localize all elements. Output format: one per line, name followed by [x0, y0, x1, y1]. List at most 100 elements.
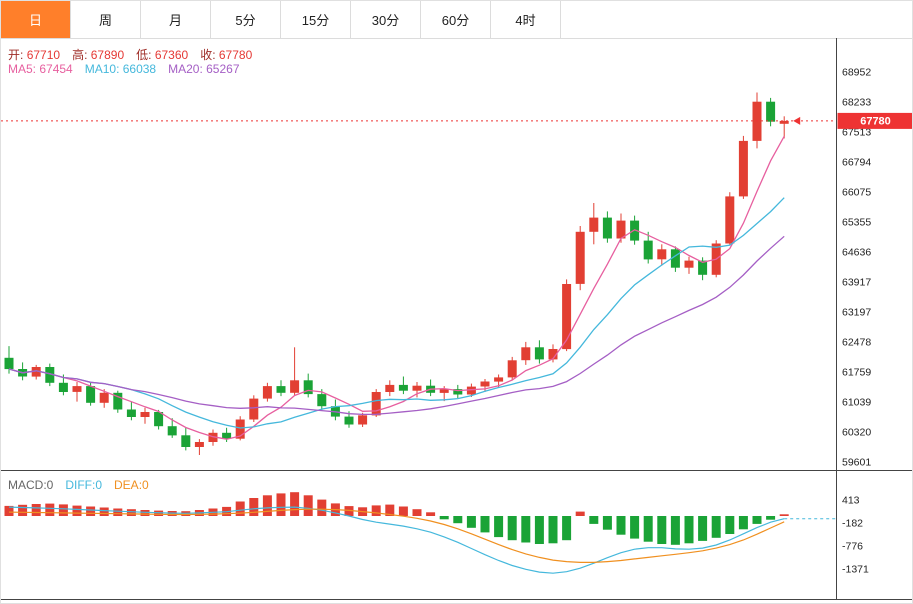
candle-body [86, 386, 96, 403]
candle-body [276, 386, 286, 393]
macd-hist-bar [72, 505, 82, 516]
current-price-marker [793, 116, 801, 125]
candle-body [738, 140, 748, 197]
price-axis-label: 66794 [842, 157, 871, 169]
tab-timeframe-8[interactable]: 4时 [491, 1, 561, 38]
tab-bar: 日周月 5分 15分 30分 60分 4时 [1, 1, 912, 39]
macd-hist-bar [480, 516, 490, 533]
price-tag-value: 67780 [860, 116, 891, 128]
candle-body [262, 386, 272, 399]
candle-body [779, 120, 789, 124]
macd-hist-bar [521, 516, 531, 543]
macd-hist-bar [453, 516, 463, 524]
ma10-line [8, 197, 785, 429]
ma20-line [8, 235, 785, 416]
macd-hist-bar [630, 516, 640, 539]
candle-body [45, 367, 55, 383]
candle-body [167, 426, 177, 436]
candle-body [412, 385, 422, 391]
macd-hist-bar [562, 516, 572, 541]
candle-body [113, 392, 123, 410]
price-axis-label: 63917 [842, 277, 871, 289]
diff-line [8, 506, 785, 574]
candle-body [249, 398, 259, 420]
tab-timeframe-2[interactable]: 周 [71, 1, 141, 38]
price-axis-label: 67513 [842, 127, 871, 139]
macd-hist-bar [494, 516, 504, 538]
macd-hist-bar [262, 495, 272, 516]
candle-body [154, 412, 164, 427]
macd-hist-bar [18, 504, 28, 516]
macd-hist-bar [317, 499, 327, 516]
tab-timeframe-4[interactable]: 5分 [211, 1, 281, 38]
candle-body [371, 392, 381, 416]
macd-axis-label: 413 [842, 495, 860, 507]
macd-hist-bar [779, 514, 789, 516]
macd-hist-bar [290, 492, 300, 516]
candle-body [616, 220, 626, 239]
candle-body [126, 409, 136, 417]
candle-body [344, 416, 354, 425]
candle-body [670, 249, 680, 268]
candle-body [521, 347, 531, 361]
ma5-line [8, 135, 785, 440]
macd-hist-bar [113, 508, 123, 516]
price-axis-label: 61759 [842, 367, 871, 379]
candle-body [439, 389, 449, 393]
price-axis-label: 63197 [842, 307, 871, 319]
macd-hist-bar [575, 511, 585, 516]
candle-body [494, 377, 504, 382]
candle-body [140, 412, 150, 417]
macd-hist-bar [249, 498, 259, 516]
macd-hist-bar [534, 516, 544, 544]
tab-timeframe-3[interactable]: 月 [141, 1, 211, 38]
chart-canvas[interactable]: 68952 68233 67513 66794 66075 65355 64636 63917… [1, 38, 913, 604]
candle-body [507, 360, 517, 378]
candle-body [562, 284, 572, 350]
tab-timeframe-1[interactable]: 日 [1, 1, 71, 38]
candle-body [31, 367, 41, 377]
macd-hist-bar [589, 516, 599, 524]
candle-body [4, 357, 14, 370]
macd-hist-bar [276, 493, 286, 516]
candle-body [725, 196, 735, 244]
macd-hist-bar [466, 516, 476, 528]
macd-hist-bar [412, 509, 422, 516]
macd-hist-bar [99, 507, 109, 516]
macd-hist-bar [426, 512, 436, 516]
macd-axis-label: -182 [842, 518, 863, 530]
candle-body [72, 386, 82, 392]
candle-body [657, 249, 667, 260]
macd-hist-bar [616, 516, 626, 535]
candle-body [194, 442, 204, 447]
dea-line [8, 508, 785, 564]
tab-timeframe-7[interactable]: 60分 [421, 1, 491, 38]
price-axis-label: 68952 [842, 67, 871, 79]
macd-hist-bar [507, 516, 517, 541]
candle-body [575, 231, 585, 284]
price-tag [837, 112, 912, 129]
candle-body [317, 394, 327, 407]
price-axis-label: 61039 [842, 397, 871, 409]
macd-hist-bar [140, 510, 150, 516]
macd-hist-bar [86, 506, 96, 516]
macd-hist-bar [385, 504, 395, 516]
macd-hist-bar [766, 516, 776, 520]
candle-body [398, 384, 408, 391]
tab-timeframe-5[interactable]: 15分 [281, 1, 351, 38]
candle-body [534, 347, 544, 360]
candle-body [290, 380, 300, 393]
macd-hist-bar [711, 516, 721, 538]
candle-body [548, 349, 558, 360]
macd-hist-bar [344, 506, 354, 516]
macd-hist-bar [643, 516, 653, 542]
macd-hist-bar [439, 516, 449, 520]
macd-hist-bar [698, 516, 708, 541]
candle-body [222, 432, 232, 439]
price-axis-label: 68233 [842, 97, 871, 109]
tab-timeframe-6[interactable]: 30分 [351, 1, 421, 38]
macd-hist-bar [670, 516, 680, 545]
macd-hist-bar [657, 516, 667, 544]
macd-hist-bar [602, 516, 612, 530]
